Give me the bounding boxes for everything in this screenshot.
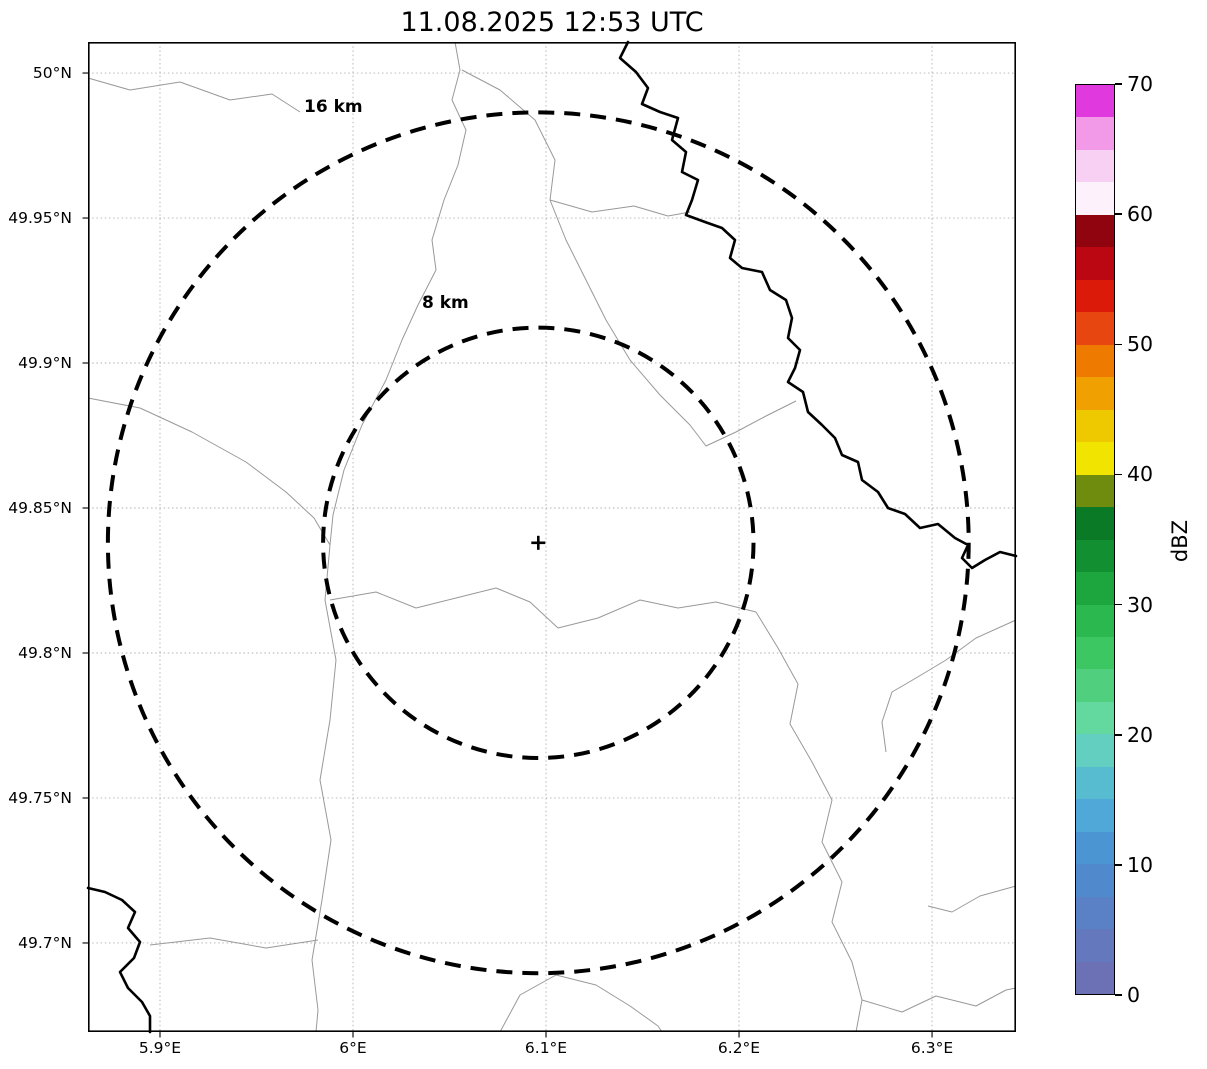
colorbar-segment [1076,247,1114,280]
range-ring-16km-label: 16 km [304,97,363,117]
colorbar-segment [1076,442,1114,475]
y-axis-tick-labels: 50°N 49.95°N 49.9°N 49.85°N 49.8°N 49.75°N 49.… [0,42,80,1032]
colorbar-tick-label: 50 [1127,332,1154,357]
y-axis-tick-label: 49.9°N [18,354,72,372]
colorbar-segment [1076,896,1114,930]
range-ring-8km-label: 8 km [422,293,469,313]
gridlines [88,42,1016,1032]
colorbar-ticks: 0 10 20 30 40 50 60 70 [1075,72,1185,1007]
y-axis-tick-label: 50°N [32,64,72,83]
map-plot-area: 16 km 8 km [82,40,1018,1038]
colorbar-segment [1076,669,1114,702]
colorbar-segment [1076,961,1114,995]
colorbar-segment [1076,799,1114,832]
colorbar-tick-label: 60 [1127,202,1154,227]
y-axis-tick-label: 49.7°N [18,933,72,952]
colorbar-tick-label: 30 [1127,592,1154,617]
colorbar-segment [1076,85,1114,118]
x-axis-tick-label: 5.9°E [138,1039,182,1057]
map-canvas [82,40,1018,1038]
colorbar-gradient [1075,84,1115,995]
colorbar-segment [1076,507,1114,540]
colorbar-segment [1076,572,1114,605]
colorbar-segment [1076,766,1114,800]
colorbar-segment [1076,377,1114,410]
colorbar-tick-mark [1115,213,1122,215]
colorbar-segment [1076,474,1114,508]
colorbar-tick-mark [1115,473,1122,476]
x-axis-tick-label: 6.2°E [717,1039,761,1057]
range-rings [105,110,971,976]
colorbar-tick-mark [1115,864,1122,866]
colorbar-tick-mark [1115,994,1122,996]
colorbar-tick-mark [1115,603,1122,606]
colorbar-segment [1076,409,1114,443]
colorbar-tick-label: 40 [1127,462,1154,487]
colorbar-segment [1076,312,1114,345]
colorbar-tick-label: 70 [1127,72,1154,96]
colorbar-segment [1076,149,1114,183]
colorbar-segment [1076,929,1114,962]
colorbar-tick-label: 20 [1127,722,1154,747]
municipal-boundary-lines [87,41,1017,1033]
colorbar-segment [1076,214,1114,248]
axis-tick-marks [82,72,933,1038]
y-axis-tick-label: 49.85°N [8,499,72,517]
colorbar-segment [1076,117,1114,150]
x-axis-tick-label: 6.1°E [524,1039,568,1057]
colorbar: 0 10 20 30 40 50 60 70 [1075,72,1153,1007]
colorbar-segment [1076,539,1114,573]
y-axis-tick-label: 49.95°N [8,209,72,228]
colorbar-segment [1076,701,1114,735]
y-axis-tick-label: 49.75°N [8,788,72,807]
x-axis-tick-label: 6°E [339,1039,367,1057]
colorbar-tick-mark [1115,83,1122,85]
y-axis-tick-label: 49.8°N [18,643,72,662]
x-axis-tick-label: 6.3°E [910,1039,954,1057]
colorbar-segment [1076,734,1114,767]
colorbar-segment [1076,182,1114,215]
x-axis-tick-labels: 5.9°E 6°E 6.1°E 6.2°E 6.3°E [88,1039,1016,1061]
colorbar-segment [1076,864,1114,897]
colorbar-segment [1076,604,1114,637]
colorbar-tick-mark [1115,343,1122,346]
colorbar-segment [1076,831,1114,865]
country-border-river-lines [86,40,1018,1034]
colorbar-tick-label: 0 [1127,983,1141,1007]
colorbar-segment [1076,344,1114,378]
colorbar-tick-mark [1115,734,1122,736]
colorbar-tick-label: 10 [1127,852,1154,877]
colorbar-segment [1076,636,1114,670]
colorbar-segment [1076,279,1114,313]
plot-title: 11.08.2025 12:53 UTC [400,7,704,38]
plot-frame [88,42,1017,1033]
colorbar-axis-label: dBZ [1168,519,1192,563]
radar-site-marker [531,535,546,550]
